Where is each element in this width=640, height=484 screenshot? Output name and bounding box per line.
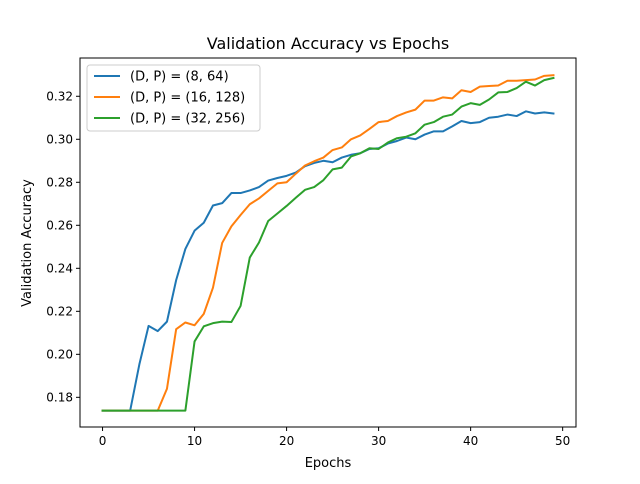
- y-tick-label: 0.26: [46, 218, 73, 232]
- legend-label-2: (D, P) = (32, 256): [130, 112, 245, 127]
- y-tick-label: 0.30: [46, 132, 73, 146]
- x-axis-label: Epochs: [305, 456, 352, 471]
- legend-label-0: (D, P) = (8, 64): [130, 70, 229, 85]
- y-tick-label: 0.32: [46, 89, 73, 103]
- y-tick-label: 0.24: [46, 261, 73, 275]
- x-tick-label: 40: [463, 434, 478, 448]
- legend-box: [86, 64, 261, 132]
- x-tick-label: 30: [371, 434, 386, 448]
- y-tick-label: 0.28: [46, 175, 73, 189]
- x-tick-label: 50: [555, 434, 570, 448]
- chart-title: Validation Accuracy vs Epochs: [207, 34, 449, 53]
- x-tick-label: 20: [279, 434, 294, 448]
- y-axis-label: Validation Accuracy: [20, 179, 35, 307]
- series-line-2: [101, 76, 555, 412]
- y-tick-label: 0.20: [46, 347, 73, 361]
- axes-frame: [79, 57, 577, 428]
- x-tick-label: 10: [187, 434, 202, 448]
- x-tick-label: 0: [99, 434, 107, 448]
- y-tick-label: 0.18: [46, 390, 73, 404]
- series-line-0: [101, 110, 555, 412]
- series-line-1: [101, 74, 555, 412]
- y-tick-label: 0.22: [46, 304, 73, 318]
- plot-area: 0 10 20 30 40 50 0.18 0.20 0.22 0.24 0.26 0.28 0.30 0…: [46, 57, 577, 448]
- legend-label-1: (D, P) = (16, 128): [130, 91, 245, 106]
